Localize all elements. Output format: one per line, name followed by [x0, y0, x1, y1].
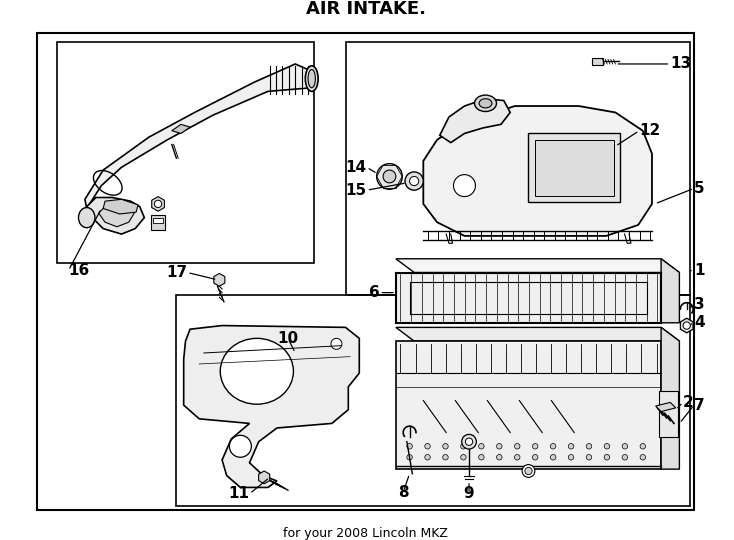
Circle shape	[461, 455, 466, 460]
Bar	[176, 295, 691, 506]
Text: for your 2008 Lincoln MKZ: for your 2008 Lincoln MKZ	[283, 526, 448, 540]
Circle shape	[586, 455, 592, 460]
Circle shape	[443, 455, 448, 460]
Polygon shape	[655, 402, 676, 411]
Bar	[150, 215, 165, 230]
Polygon shape	[87, 198, 145, 234]
Text: 16: 16	[68, 263, 90, 278]
Circle shape	[377, 164, 402, 189]
Bar	[396, 273, 661, 323]
Circle shape	[410, 177, 418, 186]
Text: 6: 6	[368, 285, 379, 300]
Polygon shape	[98, 204, 134, 227]
Text: 10: 10	[277, 331, 299, 346]
Circle shape	[604, 455, 610, 460]
Bar	[592, 58, 603, 65]
Circle shape	[496, 443, 502, 449]
Circle shape	[407, 443, 413, 449]
Circle shape	[461, 443, 466, 449]
Circle shape	[640, 455, 646, 460]
Text: 2: 2	[683, 395, 694, 410]
Text: AIR INTAKE.: AIR INTAKE.	[305, 0, 426, 18]
Circle shape	[443, 443, 448, 449]
Circle shape	[604, 443, 610, 449]
Circle shape	[479, 443, 484, 449]
Text: 17: 17	[166, 265, 187, 280]
Circle shape	[425, 443, 430, 449]
Circle shape	[479, 455, 484, 460]
Ellipse shape	[220, 339, 294, 404]
Text: 7: 7	[694, 397, 705, 413]
Polygon shape	[424, 106, 652, 236]
Circle shape	[683, 322, 691, 329]
Polygon shape	[184, 326, 359, 488]
Ellipse shape	[474, 95, 496, 112]
Circle shape	[525, 467, 532, 475]
Text: 1: 1	[694, 263, 705, 278]
Circle shape	[331, 339, 342, 349]
Circle shape	[465, 438, 473, 446]
Text: 14: 14	[346, 160, 366, 175]
Circle shape	[405, 172, 424, 190]
Circle shape	[454, 174, 476, 197]
Polygon shape	[172, 124, 190, 133]
Bar	[535, 140, 614, 195]
Circle shape	[154, 200, 161, 207]
Circle shape	[496, 455, 502, 460]
Circle shape	[640, 443, 646, 449]
Text: 4: 4	[694, 315, 705, 330]
Circle shape	[568, 443, 574, 449]
Text: 8: 8	[398, 484, 409, 500]
Circle shape	[425, 455, 430, 460]
Circle shape	[532, 455, 538, 460]
Ellipse shape	[305, 66, 318, 91]
Ellipse shape	[79, 207, 95, 228]
Ellipse shape	[479, 99, 492, 108]
Bar	[346, 42, 691, 295]
Polygon shape	[396, 327, 680, 341]
Circle shape	[407, 455, 413, 460]
Circle shape	[230, 435, 251, 457]
Bar	[396, 341, 661, 469]
Polygon shape	[396, 259, 680, 273]
Circle shape	[522, 464, 535, 477]
Bar	[528, 133, 620, 202]
Polygon shape	[85, 64, 312, 208]
Bar	[57, 42, 313, 264]
Text: 11: 11	[228, 487, 250, 501]
Polygon shape	[661, 327, 680, 469]
Polygon shape	[440, 99, 510, 143]
Polygon shape	[661, 259, 680, 323]
Circle shape	[568, 455, 574, 460]
Circle shape	[622, 443, 628, 449]
Text: 13: 13	[670, 57, 691, 71]
Circle shape	[550, 455, 556, 460]
Text: 12: 12	[639, 123, 661, 138]
Circle shape	[532, 443, 538, 449]
Circle shape	[462, 434, 476, 449]
Circle shape	[586, 443, 592, 449]
Circle shape	[383, 170, 396, 183]
Bar	[153, 218, 163, 223]
Circle shape	[622, 455, 628, 460]
Text: 5: 5	[694, 181, 705, 196]
Text: 3: 3	[694, 297, 705, 312]
Bar	[659, 392, 677, 437]
Circle shape	[515, 455, 520, 460]
Text: 15: 15	[346, 183, 366, 198]
Polygon shape	[103, 199, 138, 214]
Text: 9: 9	[464, 487, 474, 501]
Circle shape	[550, 443, 556, 449]
Circle shape	[515, 443, 520, 449]
Ellipse shape	[308, 70, 316, 87]
